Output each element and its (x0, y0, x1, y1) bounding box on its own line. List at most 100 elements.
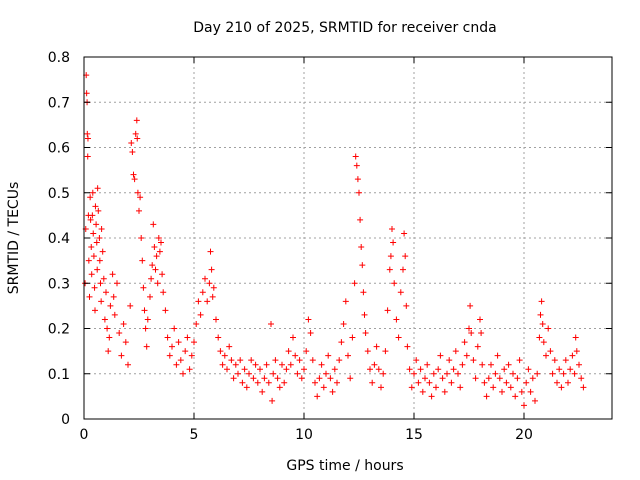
data-point (467, 302, 474, 309)
data-point (91, 284, 98, 291)
data-point (404, 343, 411, 350)
data-point (261, 375, 268, 382)
data-point (265, 379, 272, 386)
data-point (492, 370, 499, 377)
data-point (162, 307, 169, 314)
data-point (87, 194, 94, 201)
data-point (270, 370, 277, 377)
data-point (186, 366, 193, 373)
data-point (387, 253, 394, 260)
data-point (199, 289, 206, 296)
data-point (87, 216, 94, 223)
x-tick-label: 20 (515, 427, 533, 443)
y-tick-label: 0.2 (48, 322, 70, 338)
data-point (562, 357, 569, 364)
data-point (89, 189, 96, 196)
data-point (114, 280, 120, 287)
data-point (408, 384, 415, 391)
data-point (439, 375, 446, 382)
data-point (433, 384, 439, 391)
data-point (393, 316, 400, 323)
data-point (111, 311, 118, 318)
data-point (219, 361, 226, 368)
data-point (191, 339, 197, 346)
data-point (95, 207, 102, 214)
data-point (329, 388, 336, 395)
data-point (103, 289, 109, 296)
data-point (549, 370, 556, 377)
data-point (153, 253, 160, 260)
data-point (384, 307, 391, 314)
data-point (144, 316, 151, 323)
data-point (483, 393, 490, 400)
data-point (209, 293, 216, 300)
data-point (437, 352, 444, 359)
data-point (141, 307, 148, 314)
data-point (120, 320, 127, 327)
data-point (499, 388, 505, 395)
data-point (576, 361, 582, 368)
data-point (378, 384, 384, 391)
data-point (507, 384, 514, 391)
y-tick-label: 0.3 (48, 276, 70, 292)
data-point (479, 361, 486, 368)
data-point (133, 117, 140, 124)
data-point (221, 352, 228, 359)
data-point (478, 330, 485, 337)
data-point (518, 388, 525, 395)
x-tick-label: 10 (295, 427, 313, 443)
data-point (481, 379, 488, 386)
data-point (272, 357, 279, 364)
data-point (279, 361, 285, 368)
data-point (457, 384, 464, 391)
data-point (197, 311, 204, 318)
data-point (169, 343, 175, 350)
data-point (309, 357, 316, 364)
data-point (93, 221, 100, 228)
data-point (367, 366, 373, 373)
data-point (468, 330, 475, 337)
data-point (224, 366, 230, 373)
data-point (118, 352, 125, 359)
data-point (558, 384, 565, 391)
data-point (160, 289, 167, 296)
data-point (336, 357, 343, 364)
data-point (572, 334, 579, 341)
data-point (208, 266, 215, 273)
data-point (406, 366, 413, 373)
data-point (505, 361, 512, 368)
data-point (446, 357, 453, 364)
data-point (364, 348, 371, 355)
data-point (204, 298, 211, 305)
data-point (125, 361, 131, 368)
data-point (142, 325, 149, 332)
data-point (129, 149, 136, 156)
data-point (318, 361, 325, 368)
data-point (184, 334, 191, 341)
data-point (422, 375, 428, 382)
data-point (175, 339, 182, 346)
data-point (128, 139, 135, 146)
data-point (466, 325, 472, 332)
data-point (259, 388, 266, 395)
data-points (82, 72, 587, 409)
data-point (105, 348, 112, 355)
data-point (180, 370, 186, 377)
data-point (257, 366, 263, 373)
data-point (152, 266, 159, 273)
data-point (539, 320, 546, 327)
data-point (514, 375, 521, 382)
data-point (347, 375, 354, 382)
data-point (320, 384, 327, 391)
data-point (132, 130, 139, 137)
data-point (98, 225, 105, 232)
data-point (159, 271, 166, 278)
data-point (90, 230, 97, 237)
data-point (571, 370, 578, 377)
data-point (448, 379, 455, 386)
data-point (441, 388, 448, 395)
data-point (527, 388, 534, 395)
data-point (246, 370, 252, 377)
data-point (389, 225, 395, 232)
y-tick-label: 0.8 (48, 50, 70, 66)
